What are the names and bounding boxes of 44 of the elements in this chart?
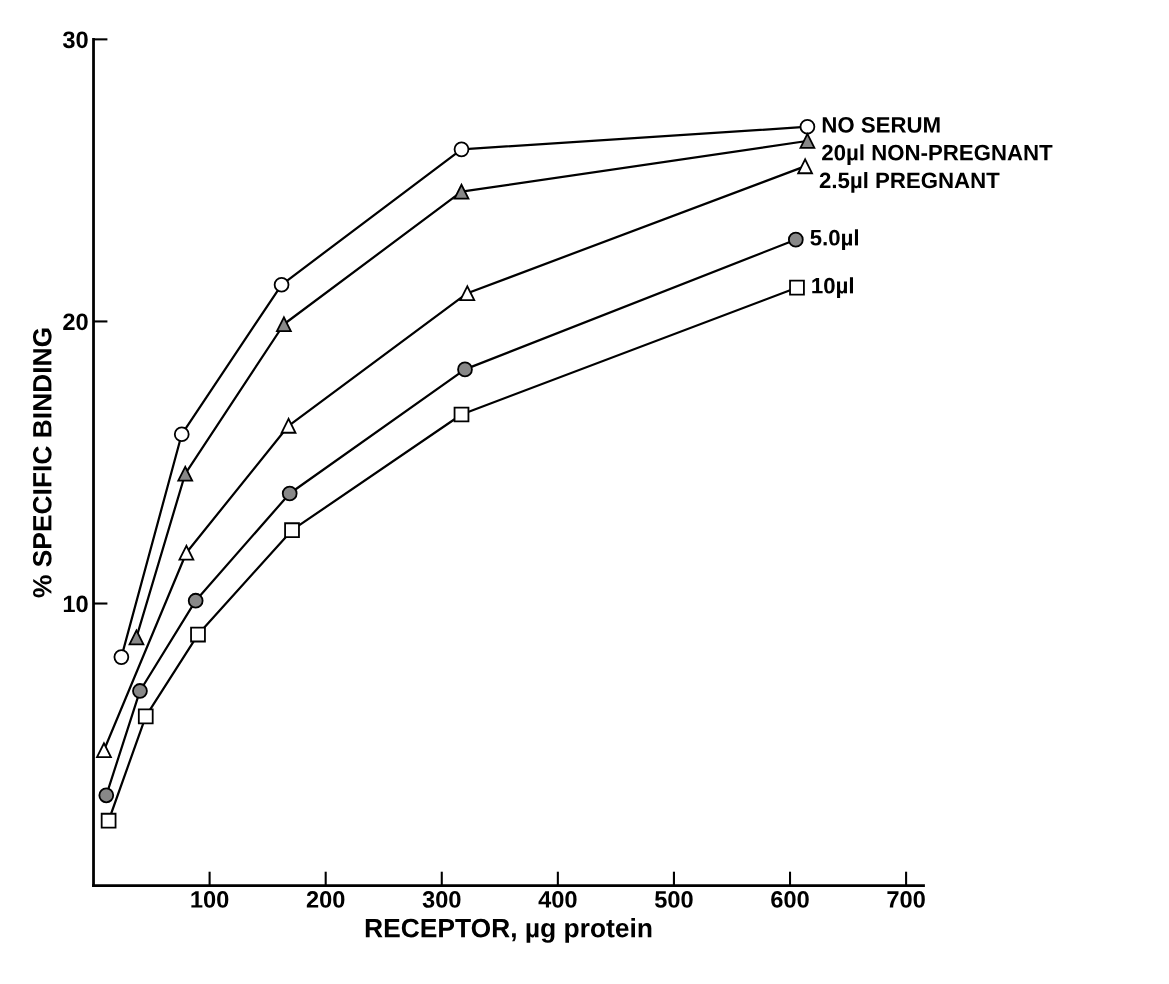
x-tick-label: 300 xyxy=(422,891,461,908)
point xyxy=(284,522,300,539)
point xyxy=(173,426,190,443)
x-tick-label: 400 xyxy=(538,891,577,908)
point xyxy=(273,276,290,293)
x-axis-title: RECEPTOR, µg protein xyxy=(365,918,652,943)
point xyxy=(190,626,206,643)
point xyxy=(799,133,816,149)
x-tick-label: 200 xyxy=(306,891,345,908)
point xyxy=(453,183,470,200)
point xyxy=(787,231,804,248)
point xyxy=(96,742,112,759)
point xyxy=(113,649,130,665)
y-tick-label: 10 xyxy=(63,595,88,613)
point xyxy=(459,285,476,302)
point xyxy=(797,158,813,175)
series-label: 2.5µl PREGNANT xyxy=(819,172,1000,193)
point xyxy=(128,629,145,646)
point xyxy=(799,118,816,135)
x-tick-label: 600 xyxy=(771,891,809,908)
point xyxy=(137,708,154,725)
point xyxy=(281,485,298,502)
point xyxy=(98,787,115,804)
y-axis-title: % SPECIFIC BINDING xyxy=(32,328,52,598)
point xyxy=(100,812,117,829)
point xyxy=(276,316,292,333)
series-label: 5.0µl xyxy=(810,229,858,250)
y-tick-label: 20 xyxy=(63,313,88,331)
point xyxy=(178,544,195,561)
x-tick-label: 100 xyxy=(191,891,229,908)
point xyxy=(457,361,473,378)
point xyxy=(453,406,470,423)
point xyxy=(187,592,204,609)
point xyxy=(789,279,805,296)
point xyxy=(453,141,470,158)
series-label: NO SERUM xyxy=(822,117,940,133)
point xyxy=(132,683,148,699)
point xyxy=(177,465,194,482)
series-label: 10µl xyxy=(812,277,853,298)
x-tick-label: 500 xyxy=(654,891,693,908)
series-label: 20µl NON-PREGNANT xyxy=(822,144,1053,165)
y-tick-label: 30 xyxy=(62,31,88,49)
point xyxy=(280,417,297,434)
x-tick-label: 700 xyxy=(887,891,925,908)
